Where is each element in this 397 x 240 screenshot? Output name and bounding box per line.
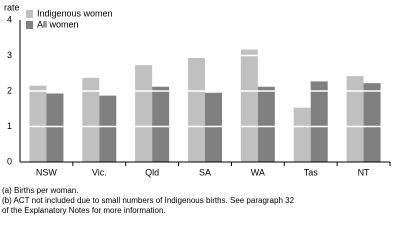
bar [205,92,222,162]
bar [82,77,100,162]
bar [346,76,364,162]
footnote: of the Explanatory Notes for more inform… [2,206,166,215]
x-tick-label: Qld [145,167,159,177]
footnote: (a) Births per woman. [2,186,78,195]
bar [310,81,328,162]
bar [240,49,258,163]
legend-label: Indigenous women [37,8,113,18]
x-tick-label: Vic. [92,167,107,177]
y-tick-label: 3 [7,50,12,60]
legend-swatch [26,21,33,29]
x-tick-label: NT [358,167,370,177]
x-tick-label: NSW [36,167,58,177]
bar [152,86,170,162]
bar [29,85,47,162]
legend-label: All women [37,19,79,29]
legend-swatch [26,10,33,18]
bar [135,65,153,162]
bar [99,95,117,162]
bar [257,86,275,162]
bar [293,107,311,162]
bar [46,93,64,162]
chart: rate NSW Vic. Qld SA WA Tas NT 0 1 2 3 4 Indigenous … [2,2,391,215]
y-tick-label: 4 [7,14,12,24]
footnote: (b) ACT not included due to small number… [2,196,295,205]
bar [363,83,381,162]
y-tick-label: 2 [7,85,12,95]
y-axis-label: rate [4,2,20,12]
x-tick-label: SA [199,167,211,177]
bar [188,57,205,162]
x-tick-label: WA [251,167,265,177]
x-tick-label: Tas [304,167,319,177]
y-tick-label: 1 [7,121,12,131]
y-tick-label: 0 [7,156,12,166]
